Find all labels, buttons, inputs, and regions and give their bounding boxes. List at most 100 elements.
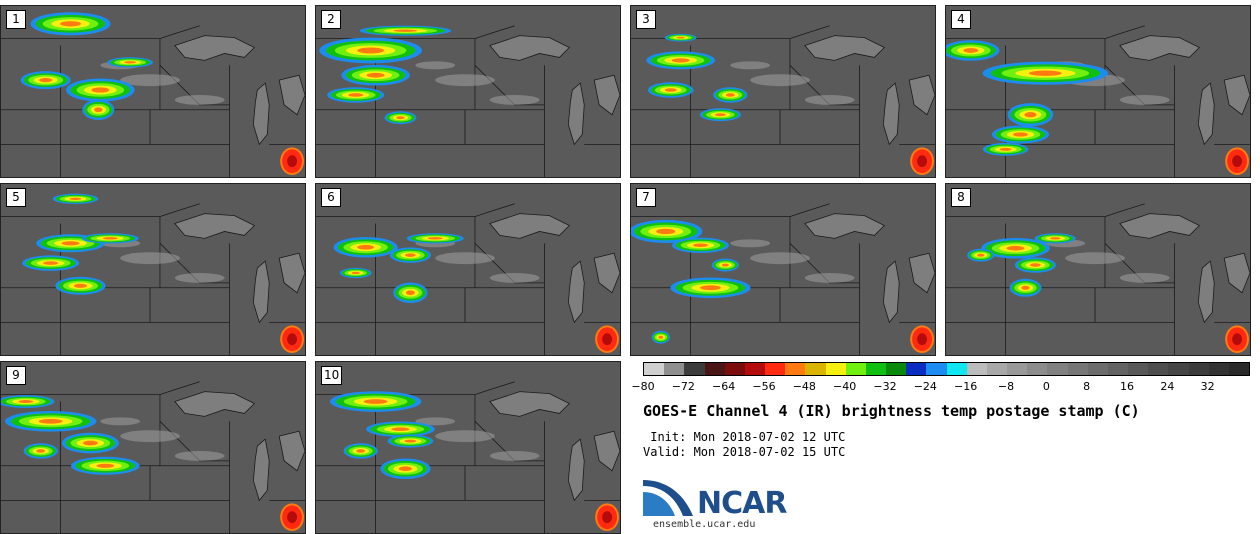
ncar-logo: NCAR ensemble.ucar.edu xyxy=(643,478,793,530)
colorbar-swatch xyxy=(1087,363,1108,375)
storm-cell xyxy=(102,237,118,240)
storm-cell xyxy=(1232,155,1243,168)
logo-wordmark: NCAR xyxy=(697,486,787,521)
lake-superior xyxy=(1119,35,1201,61)
storm-cell xyxy=(1024,112,1037,118)
colorbar-swatch xyxy=(684,363,705,375)
lake-superior xyxy=(489,391,571,417)
lake-michigan xyxy=(882,260,900,324)
storm-cell xyxy=(1028,70,1062,76)
map-panel-8: 8 xyxy=(945,183,1251,356)
storm-cell xyxy=(1049,237,1061,240)
storm-cell xyxy=(721,263,729,267)
colorbar-tick-label: 24 xyxy=(1160,380,1175,393)
lake-superior xyxy=(804,213,886,239)
storm-cell xyxy=(664,88,677,92)
cloud-patch xyxy=(415,417,456,426)
storm-cell xyxy=(391,427,410,431)
colorbar-swatch xyxy=(926,363,947,375)
colorbar-swatch xyxy=(865,363,887,375)
storm-cell xyxy=(1030,263,1041,267)
colorbar-swatch xyxy=(1148,363,1169,375)
panel-number: 7 xyxy=(636,188,656,207)
cloud-patch xyxy=(435,430,495,443)
cloud-patch xyxy=(730,239,771,248)
storm-cell xyxy=(405,290,415,296)
map-panel-10: 10 xyxy=(315,361,621,534)
lake-huron xyxy=(908,74,935,116)
storm-cell xyxy=(700,285,721,291)
border-line xyxy=(946,25,1145,40)
colorbar-swatch xyxy=(744,363,766,375)
storm-cell xyxy=(917,333,928,346)
map-panel-9: 9 xyxy=(0,361,306,534)
storm-cell xyxy=(693,243,708,248)
storm-cell xyxy=(427,237,443,240)
storm-cell xyxy=(715,113,726,117)
lake-michigan xyxy=(567,438,585,502)
figure-title: GOES-E Channel 4 (IR) brightness temp po… xyxy=(643,402,1140,420)
satellite-map xyxy=(631,6,935,177)
colorbar-swatch xyxy=(664,363,685,375)
colorbar-tick-label: −8 xyxy=(997,380,1015,393)
lake-huron xyxy=(1223,74,1250,116)
storm-cell xyxy=(363,399,388,404)
lake-superior xyxy=(174,391,256,417)
cloud-patch xyxy=(489,450,540,461)
storm-cell xyxy=(398,466,412,472)
colorbar-swatch xyxy=(1208,363,1229,375)
panel-number: 5 xyxy=(6,188,26,207)
cloud-patch xyxy=(174,94,225,105)
map-panel-6: 6 xyxy=(315,183,621,356)
border-line xyxy=(946,203,1145,218)
storm-cell xyxy=(82,440,98,446)
border-line xyxy=(1,25,200,40)
cloud-patch xyxy=(435,74,495,87)
init-time: Init: Mon 2018-07-02 12 UTC xyxy=(643,430,846,444)
border-line xyxy=(1,381,200,396)
cloud-patch xyxy=(750,252,810,265)
map-panel-2: 2 xyxy=(315,5,621,178)
colorbar-tick-label: −16 xyxy=(954,380,978,393)
panel-number: 2 xyxy=(321,10,341,29)
storm-cell xyxy=(602,333,613,346)
lake-michigan xyxy=(567,82,585,146)
storm-cell xyxy=(18,400,34,404)
storm-cell xyxy=(671,58,690,63)
colorbar-tick-label: −72 xyxy=(671,380,695,393)
panel-number: 9 xyxy=(6,366,26,385)
storm-cell xyxy=(287,333,298,346)
colorbar-tick-label: −32 xyxy=(873,380,897,393)
lake-superior xyxy=(489,35,571,61)
cloud-patch xyxy=(120,74,180,87)
storm-cell xyxy=(60,21,81,27)
lake-superior xyxy=(804,35,886,61)
logo-url: ensemble.ucar.edu xyxy=(653,519,756,530)
cloud-patch xyxy=(100,417,141,426)
colorbar-swatch xyxy=(805,363,826,375)
colorbar-tick-label: −56 xyxy=(752,380,776,393)
panel-number: 3 xyxy=(636,10,656,29)
colorbar-swatch xyxy=(1047,363,1068,375)
cloud-patch xyxy=(804,272,855,283)
colorbar-tick-label: 32 xyxy=(1200,380,1215,393)
colorbar-swatch xyxy=(785,363,806,375)
satellite-map xyxy=(316,184,620,355)
satellite-map xyxy=(1,184,305,355)
storm-cell xyxy=(963,48,979,53)
storm-cell xyxy=(917,155,928,168)
colorbar-swatch xyxy=(966,363,987,375)
lake-huron xyxy=(278,252,305,294)
cloud-patch xyxy=(804,94,855,105)
colorbar-tick-label: −80 xyxy=(631,380,655,393)
colorbar-swatch xyxy=(765,363,786,375)
lake-huron xyxy=(593,430,620,472)
colorbar-swatch xyxy=(825,363,846,375)
storm-cell xyxy=(404,439,417,443)
border-line xyxy=(464,287,545,323)
colorbar-swatch xyxy=(906,363,927,375)
satellite-map xyxy=(1,362,305,533)
colorbar-tick-labels: −80 −72 −64 −56 −48 −40 −32 −24 −16 −8 0 8 16 24 32 xyxy=(631,380,1248,394)
satellite-map xyxy=(316,362,620,533)
storm-cell xyxy=(1232,333,1243,346)
